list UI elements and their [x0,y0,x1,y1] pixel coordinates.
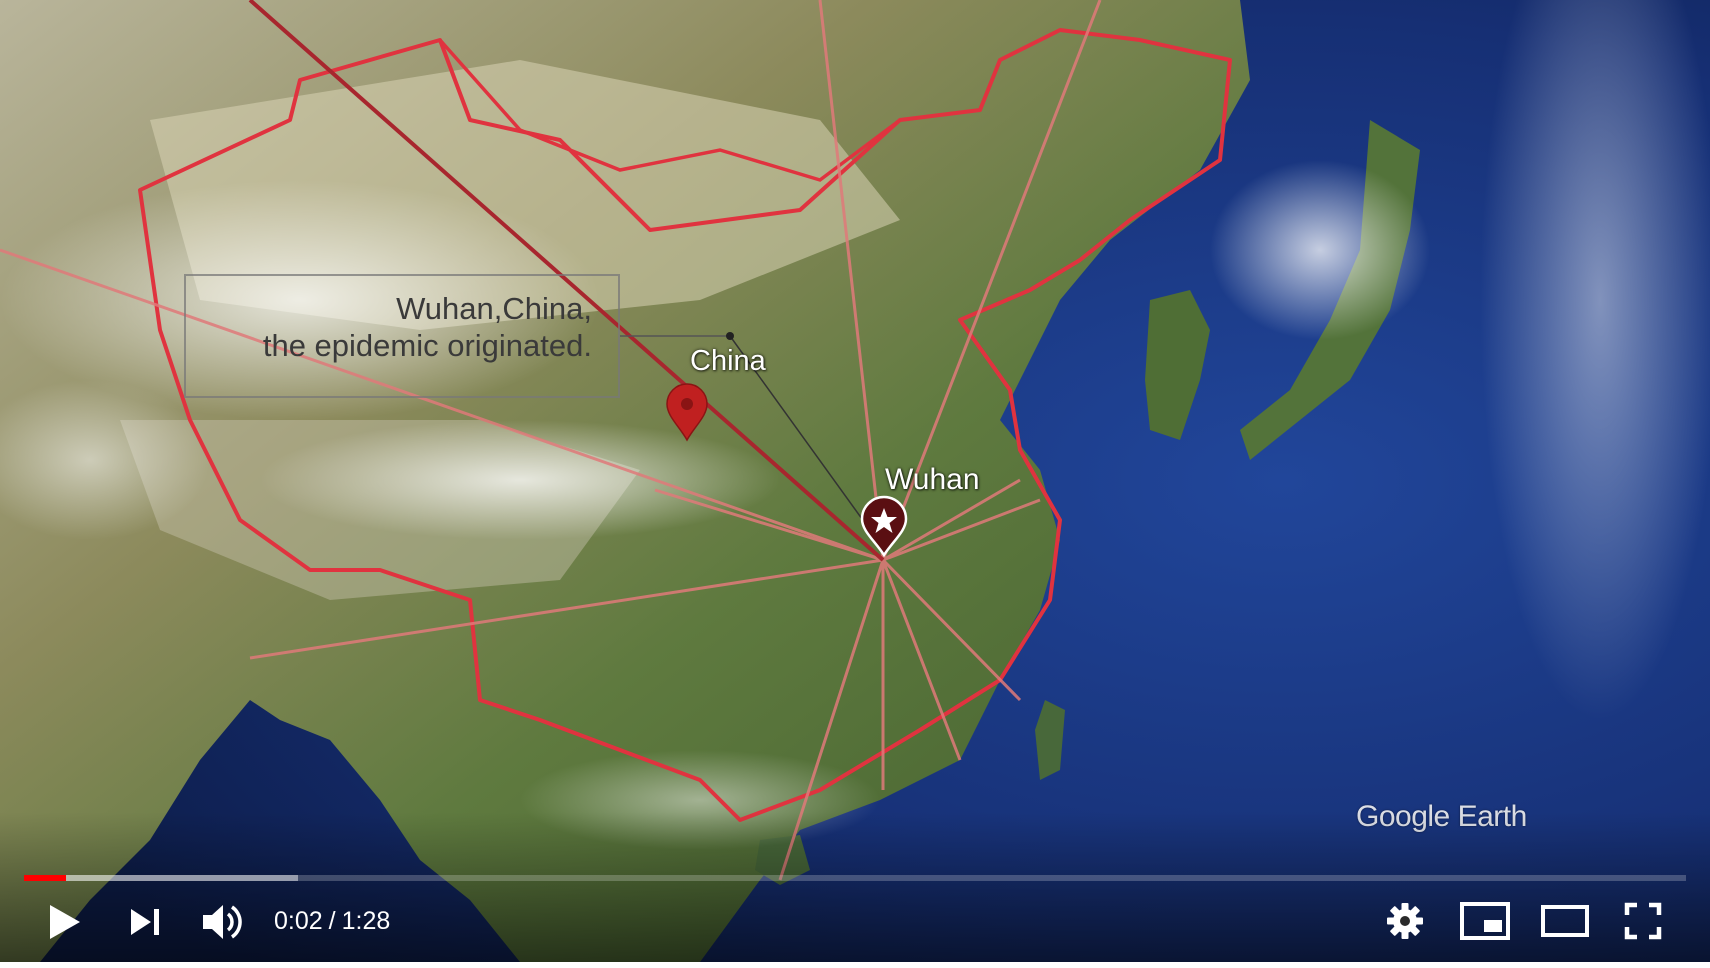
origin-line [248,0,885,562]
settings-button[interactable] [1380,896,1430,946]
annotation-callout: Wuhan,China, the epidemic originated. [184,274,620,398]
china-map-pin [666,383,708,442]
time-display: 0:02 / 1:28 [274,907,390,936]
next-button[interactable] [120,897,170,947]
callout-dot [726,332,734,340]
progress-buffered [24,875,299,881]
annotation-line-2: the epidemic originated. [262,328,592,363]
google-earth-watermark: Google Earth [1356,800,1527,833]
cloud-band-2 [0,180,600,420]
volume-icon [203,905,242,939]
play-button[interactable] [40,897,90,947]
duration: 1:28 [341,907,391,935]
theater-mode-button[interactable] [1536,896,1594,946]
cloud-band-6 [0,380,210,540]
cloud-band-5 [520,750,880,850]
fullscreen-icon [1624,902,1662,940]
wuhan-map-pin [860,495,908,558]
map-label-china: China [690,345,766,377]
miniplayer-icon [1460,902,1510,940]
cloud-band-1 [260,420,780,540]
next-icon [131,909,159,935]
map-label-wuhan: Wuhan [885,463,980,496]
china-border [138,28,1232,822]
progress-played [24,875,66,881]
cloud-band-3 [1210,160,1430,340]
cloud-band-4 [1480,0,1710,720]
play-icon [50,905,80,939]
theater-mode-icon [1541,905,1589,937]
volume-button[interactable] [196,895,250,949]
current-time: 0:02 [274,907,323,935]
spread-lines [0,0,1102,881]
taiwan-island [1035,700,1065,780]
miniplayer-button[interactable] [1456,896,1514,946]
fullscreen-button[interactable] [1618,896,1668,946]
korea-peninsula [1145,290,1210,440]
annotation-line-1: Wuhan,China, [396,291,592,326]
progress-bar[interactable] [24,875,1686,881]
mongolia-border [438,38,902,182]
annotation-text: Wuhan,China, the epidemic originated. [186,290,592,364]
gear-icon [1387,903,1423,939]
callout-leader [729,335,871,531]
time-separator: / [328,907,336,935]
